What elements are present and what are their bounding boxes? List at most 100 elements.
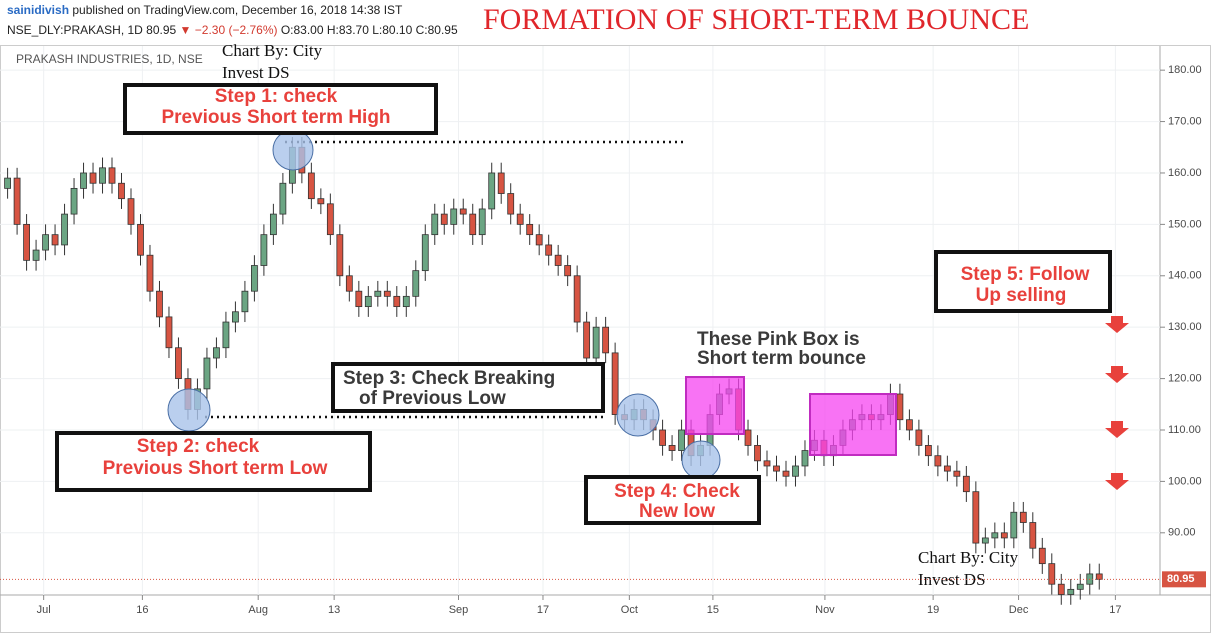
symbol-line: NSE_DLY:PRAKASH, 1D 80.95 ▼ −2.30 (−2.76… (7, 23, 458, 37)
candle-body (792, 465, 799, 477)
publisher: sainidivish (7, 3, 69, 17)
candle-body (355, 290, 363, 308)
ohlc-info: O:83.00 H:83.70 L:80.10 C:80.95 (281, 23, 458, 37)
candle-body (108, 167, 116, 184)
candle-body (383, 290, 391, 297)
candle-body (364, 295, 372, 308)
y-tick-label: 170.00 (1168, 115, 1202, 127)
annotation-box (934, 250, 1112, 313)
candle-body (156, 290, 163, 318)
candle-body (307, 172, 315, 200)
candle-body (260, 234, 268, 266)
candle-body (991, 532, 999, 539)
annotation-text: of Previous Low (359, 388, 506, 409)
x-tick-label: Jul (37, 604, 51, 616)
y-tick-label: 140.00 (1168, 270, 1202, 282)
highlight-circle (272, 129, 314, 171)
annotation-text: Previous Short term High (161, 107, 390, 128)
candle-body (279, 182, 287, 215)
candle-body (402, 295, 410, 308)
change: ▼ −2.30 (−2.76%) (180, 23, 278, 37)
published: published on TradingView.com, December 1… (72, 3, 403, 17)
candle-body (1048, 563, 1056, 585)
candle-body (953, 470, 961, 477)
y-tick-label: 130.00 (1168, 321, 1202, 333)
x-tick-label: 17 (1109, 604, 1121, 616)
candle-body (488, 172, 496, 210)
annotation-text: These Pink Box is (697, 329, 860, 350)
candle-body (326, 203, 334, 236)
candle-body (1010, 511, 1018, 539)
candle-body (535, 234, 543, 246)
candle-body (421, 234, 429, 272)
candle-body (1038, 547, 1046, 565)
highlight-circle (681, 440, 721, 480)
candle-body (611, 352, 619, 415)
candle-body (13, 177, 21, 225)
candle-body (241, 290, 249, 313)
candle-body (89, 172, 97, 184)
candle-body (80, 172, 87, 189)
annotation-text: Short term bounce (697, 348, 866, 369)
candle-body (497, 172, 505, 194)
last-price-tag (1162, 571, 1206, 588)
candle-body (23, 223, 30, 261)
candle-body (1019, 511, 1027, 523)
candle-body (659, 429, 666, 446)
annotation-box (123, 83, 438, 135)
candle-body (51, 234, 59, 246)
candle-body (773, 465, 780, 472)
candle-body (317, 198, 325, 205)
candle-body (175, 347, 182, 379)
candle-body (1095, 573, 1103, 580)
watermark: Chart By: City (222, 41, 323, 60)
last-price-label: 80.95 (1167, 573, 1195, 585)
candle-body (1067, 588, 1075, 595)
candle-body (668, 445, 676, 451)
candle-body (583, 321, 591, 359)
subtitle: PRAKASH INDUSTRIES, 1D, NSE (16, 52, 203, 66)
candle-body (1057, 583, 1065, 595)
candle-body (412, 270, 420, 297)
candle-body (203, 357, 211, 390)
candle-body (336, 234, 344, 277)
annotation-text: Step 5: Follow (961, 264, 1090, 285)
arrow (1105, 366, 1129, 383)
candle-body (545, 244, 553, 256)
candle-body (32, 249, 40, 261)
candle-body (431, 213, 439, 236)
candle-body (146, 254, 154, 292)
candle-body (70, 187, 78, 215)
pink-box (809, 393, 897, 456)
candle-body (554, 254, 562, 266)
candle-body (744, 429, 752, 446)
header-line: sainidivish published on TradingView.com… (7, 3, 403, 17)
candle-body (118, 182, 125, 200)
candle-body (213, 347, 220, 359)
x-tick-label: 16 (136, 604, 148, 616)
candle-body (165, 316, 173, 349)
annotation-text: New low (639, 501, 715, 522)
candle-body (1029, 522, 1037, 549)
candle-body (573, 275, 581, 323)
y-tick-label: 180.00 (1168, 64, 1202, 76)
candle-body (222, 321, 230, 349)
candle-body (1076, 583, 1084, 590)
y-tick-label: 160.00 (1168, 167, 1202, 179)
x-tick-label: Dec (1009, 604, 1029, 616)
highlight-circle (167, 388, 211, 432)
candle-body (127, 198, 135, 225)
candle-body (469, 213, 477, 236)
candle-body (251, 265, 258, 292)
candle-body (801, 450, 809, 467)
candle-body (450, 208, 458, 225)
candle-body (602, 326, 610, 354)
annotation-text: Step 2: check (137, 436, 260, 457)
annotation-text: Step 3: Check Breaking (343, 368, 555, 389)
y-tick-label: 90.00 (1168, 527, 1196, 539)
watermark: Invest DS (222, 63, 290, 82)
annotation-box (331, 362, 605, 413)
y-tick-label: 120.00 (1168, 372, 1202, 384)
candle-body (915, 429, 923, 446)
candle-body (1000, 532, 1008, 539)
